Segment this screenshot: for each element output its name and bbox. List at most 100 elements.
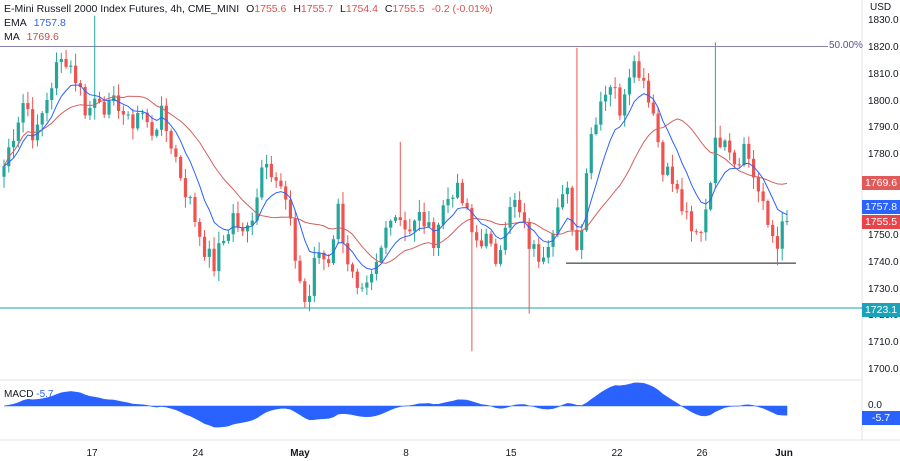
candle-body <box>360 287 364 289</box>
y-tick-label: 1740.0 <box>868 256 899 268</box>
candle-body <box>541 257 546 262</box>
candle-body <box>761 191 765 202</box>
candle-body <box>518 199 522 213</box>
candle-body <box>198 221 202 237</box>
candle-body <box>575 230 579 250</box>
candle-body <box>346 243 350 265</box>
candle-body <box>279 180 283 187</box>
legend-ema-row[interactable]: EMA 1757.8 <box>4 16 497 30</box>
candle-body <box>183 178 188 198</box>
candle-body <box>341 203 345 244</box>
candle-body <box>389 220 393 228</box>
candle-body <box>451 197 455 199</box>
y-tick-label: 1790.0 <box>868 122 899 134</box>
y-tick-label: 1750.0 <box>868 229 899 241</box>
candle-body <box>193 197 197 222</box>
candle-body <box>126 114 130 116</box>
candle-body <box>97 98 102 102</box>
macd-area <box>3 382 788 428</box>
candle-body <box>317 252 321 258</box>
candle-body <box>379 247 383 262</box>
candle-body <box>174 148 178 157</box>
candle-body <box>212 248 216 272</box>
candle-body <box>751 158 756 178</box>
candle-body <box>121 110 125 115</box>
legend-ema-value: 1757.8 <box>33 17 66 29</box>
candle-body <box>355 271 359 288</box>
candle-body <box>584 173 589 231</box>
candle-body <box>255 197 259 221</box>
legend-open: 1755.6 <box>254 3 287 15</box>
y-tick-label: 1780.0 <box>868 149 899 161</box>
candle-body <box>503 227 507 251</box>
candle-body <box>250 220 254 226</box>
candle-body <box>16 122 20 141</box>
candle-body <box>689 211 694 232</box>
candle-body <box>59 58 63 63</box>
candle-body <box>403 220 407 230</box>
candle-body <box>188 197 192 199</box>
legend-ma-label: MA <box>4 31 20 43</box>
candle-body <box>83 86 87 116</box>
candle-body <box>74 65 78 84</box>
candle-body <box>40 113 44 125</box>
candle-body <box>307 295 312 302</box>
candle-body <box>594 124 598 135</box>
candle-body <box>498 250 503 264</box>
x-tick-label: 8 <box>403 448 409 459</box>
chart-legend: E-Mini Russell 2000 Index Futures, 4h, C… <box>4 2 497 44</box>
candle-body <box>460 182 464 204</box>
candle-body <box>603 94 608 102</box>
candle-body <box>222 240 226 244</box>
ma-price-tag: 1769.6 <box>862 176 900 190</box>
candle-body <box>393 217 398 221</box>
macd-legend[interactable]: MACD -5.7 <box>4 389 53 400</box>
candle-body <box>608 87 612 95</box>
candle-body <box>312 257 316 296</box>
candle-body <box>680 189 684 212</box>
candle-body <box>737 164 741 166</box>
candle-body <box>709 183 713 210</box>
candle-body <box>50 88 54 100</box>
y-tick-label: 1730.0 <box>868 283 899 295</box>
candle-body <box>718 137 722 148</box>
x-tick-label: 17 <box>86 448 98 459</box>
candle-body <box>107 101 111 115</box>
candle-body <box>508 207 512 228</box>
candle-body <box>728 140 732 153</box>
candle-body <box>93 98 97 108</box>
candle-body <box>298 260 302 282</box>
candle-body <box>699 231 703 233</box>
candle-body <box>26 103 30 110</box>
candle-body <box>771 224 775 237</box>
fib-50-label: 50.00% <box>829 40 863 51</box>
candle-body <box>747 143 751 159</box>
candle-body <box>494 243 498 264</box>
candle-body <box>685 211 689 213</box>
candle-body <box>131 114 135 129</box>
candle-body <box>331 239 336 264</box>
candle-body <box>766 201 770 225</box>
candle-body <box>432 222 436 248</box>
candle-body <box>704 209 708 233</box>
candle-body <box>350 264 355 272</box>
legend-ema-label: EMA <box>4 17 27 29</box>
candle-body <box>322 252 326 260</box>
legend-h-label: H <box>293 3 301 15</box>
candle-body <box>69 65 73 67</box>
y-tick-label: 1800.0 <box>868 95 899 107</box>
candle-body <box>412 220 417 232</box>
candle-body <box>226 234 230 241</box>
legend-ma-row[interactable]: MA 1769.6 <box>4 30 497 44</box>
candle-body <box>207 248 211 257</box>
ema-price-tag: 1757.8 <box>862 200 900 214</box>
candle-body <box>241 227 245 232</box>
candle-body <box>651 102 655 114</box>
legend-low: 1754.4 <box>345 3 378 15</box>
candle-body <box>336 203 340 240</box>
candle-body <box>565 187 569 195</box>
candle-body <box>398 217 402 221</box>
candle-body <box>580 230 584 250</box>
candle-body <box>522 212 527 222</box>
